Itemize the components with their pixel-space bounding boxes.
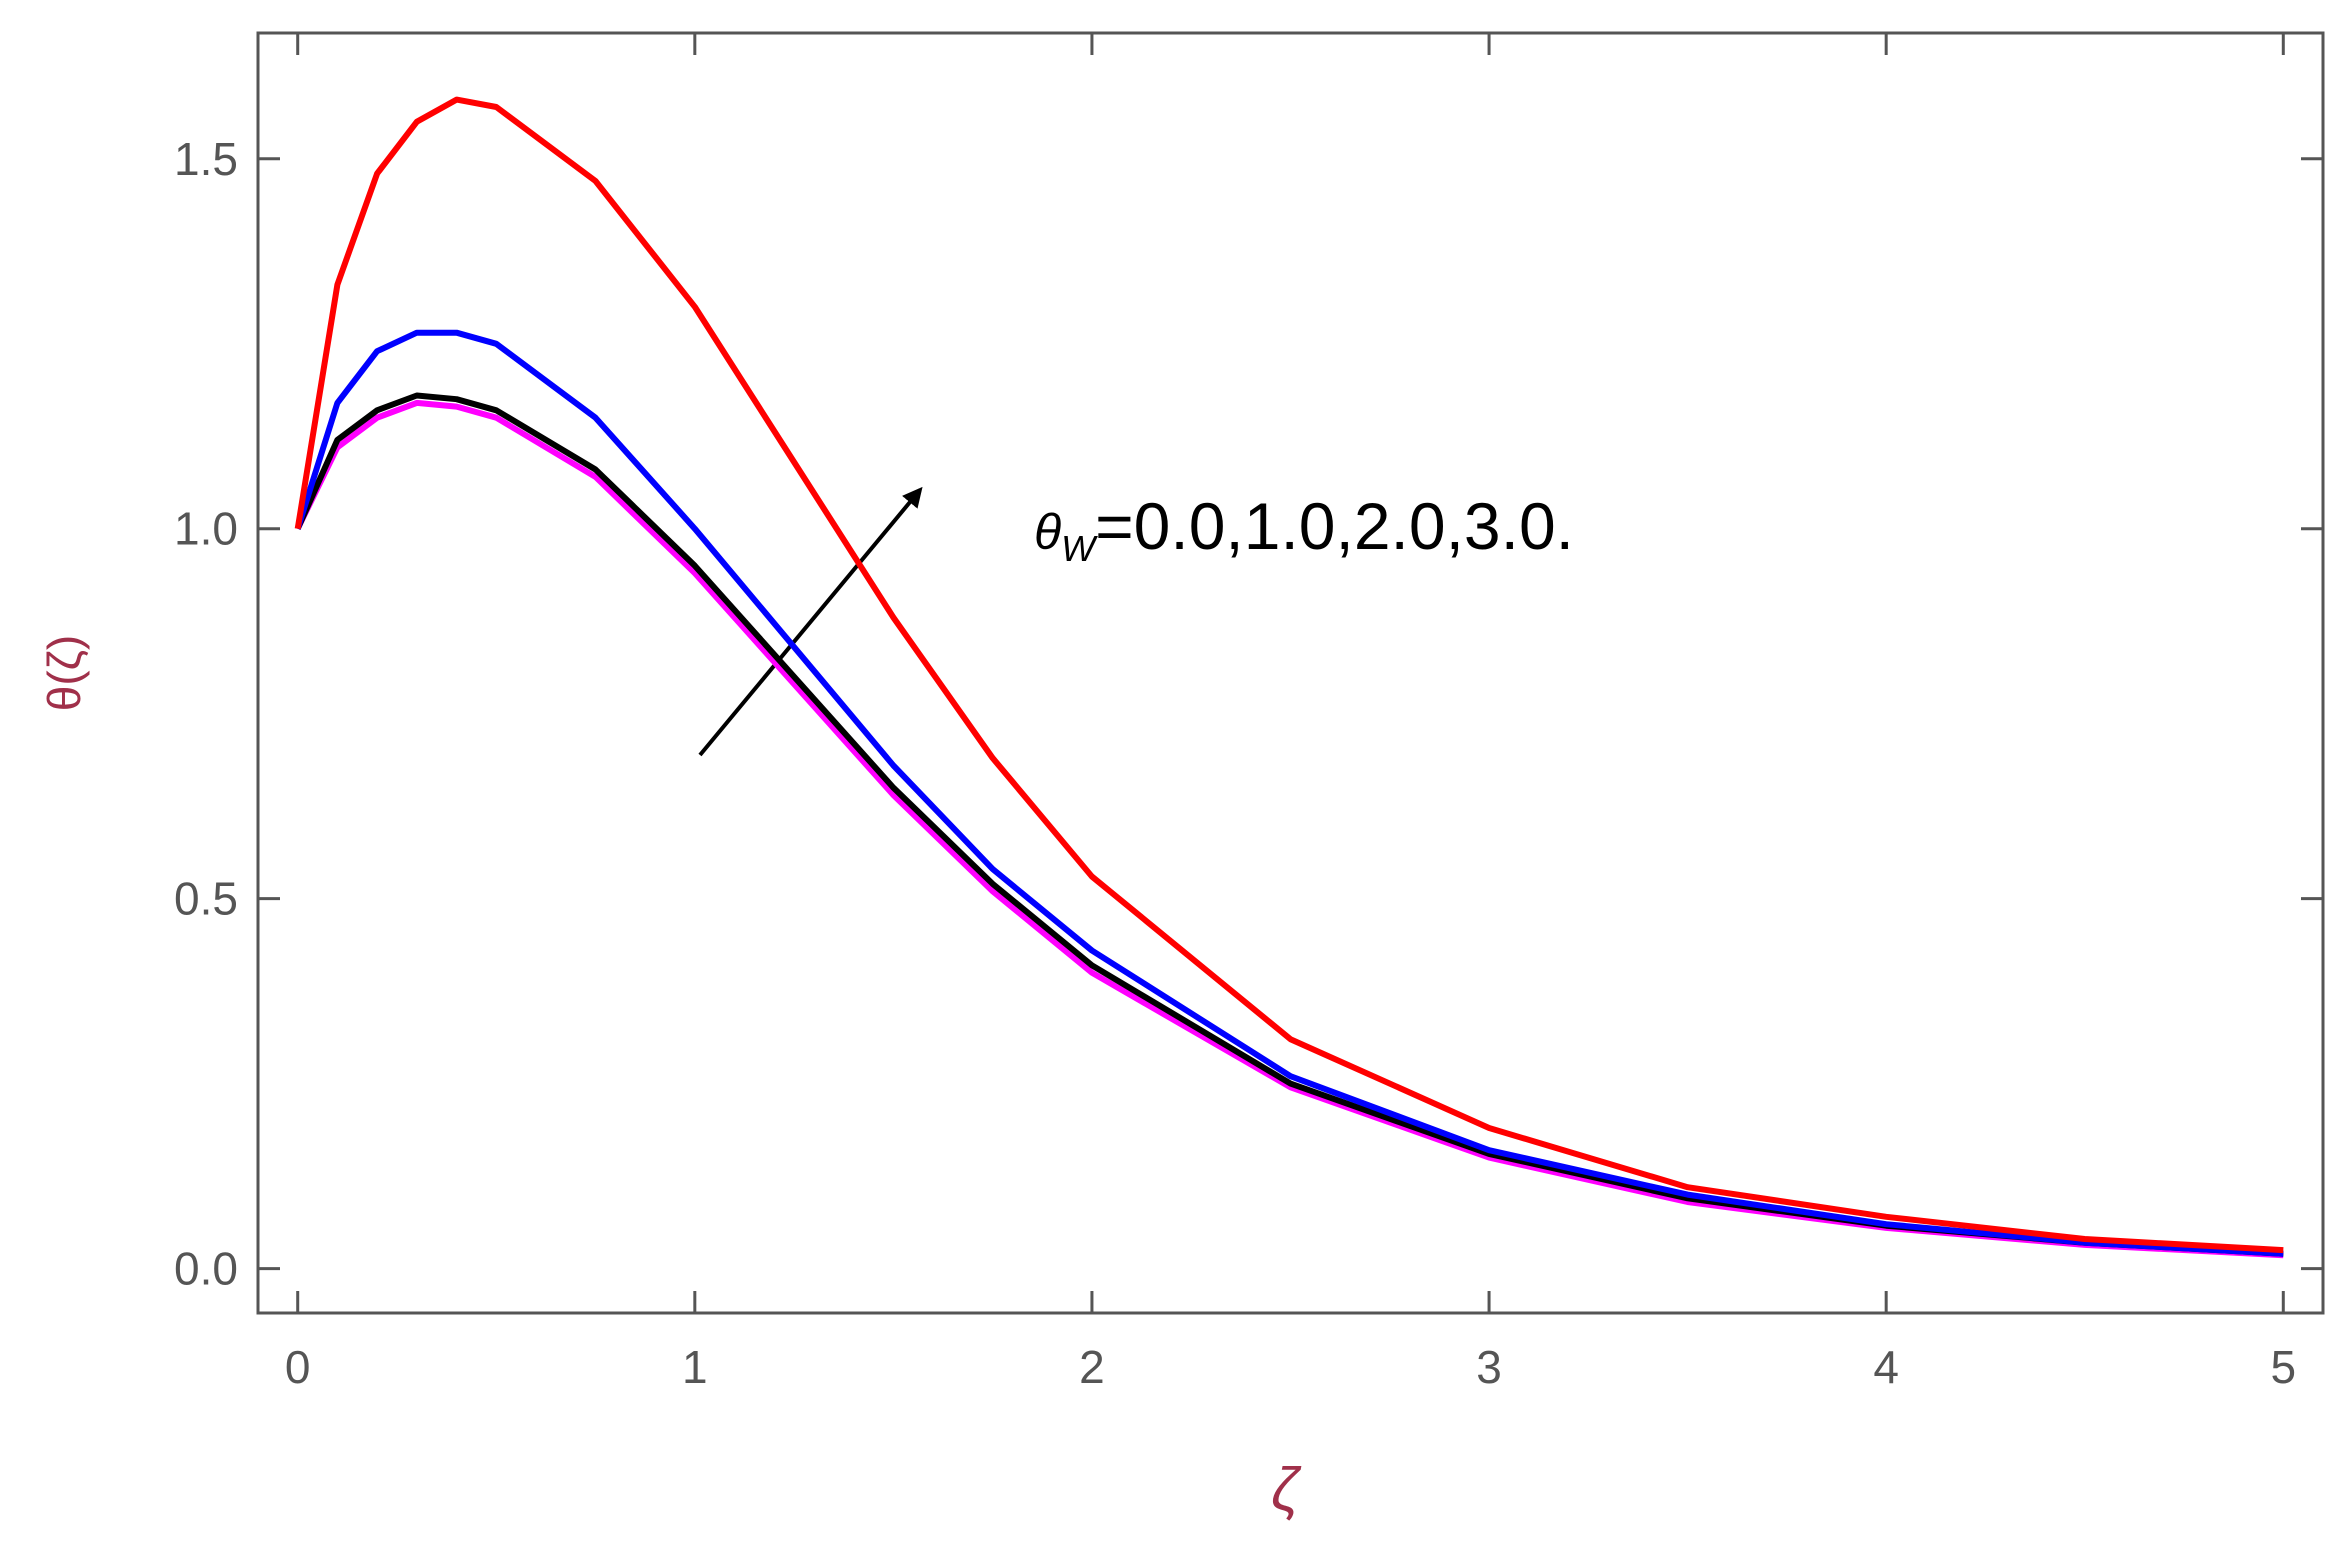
x-tick-label: 3 [1476,1341,1502,1393]
x-axis-label: ζ [1271,1456,1302,1523]
plot-frame [256,31,2325,1315]
x-tick-label: 1 [682,1341,708,1393]
x-tick-label: 4 [1873,1341,1899,1393]
line-series [295,399,2284,1259]
line-series [294,392,2284,1257]
x-tick-label: 0 [285,1341,311,1393]
annotation-text: =0.0,1.0,2.0,3.0. [1095,489,1574,563]
y-axis-label: θ(ζ) [38,635,90,712]
line-series [294,329,2284,1257]
y-tick-label: 1.5 [174,133,238,185]
annotation-symbol: θ [1034,504,1061,560]
y-tick-label: 0.5 [174,873,238,925]
y-tick-label: 0.0 [174,1243,238,1295]
annotation: θW=0.0,1.0,2.0,3.0. [1034,489,1574,569]
line-series [294,96,2284,1254]
annotation-subscript: W [1061,528,1098,569]
x-tick-label: 2 [1079,1341,1105,1393]
y-tick-label: 1.0 [174,503,238,555]
x-tick-label: 5 [2270,1341,2296,1393]
annotation-arrow [698,486,923,757]
